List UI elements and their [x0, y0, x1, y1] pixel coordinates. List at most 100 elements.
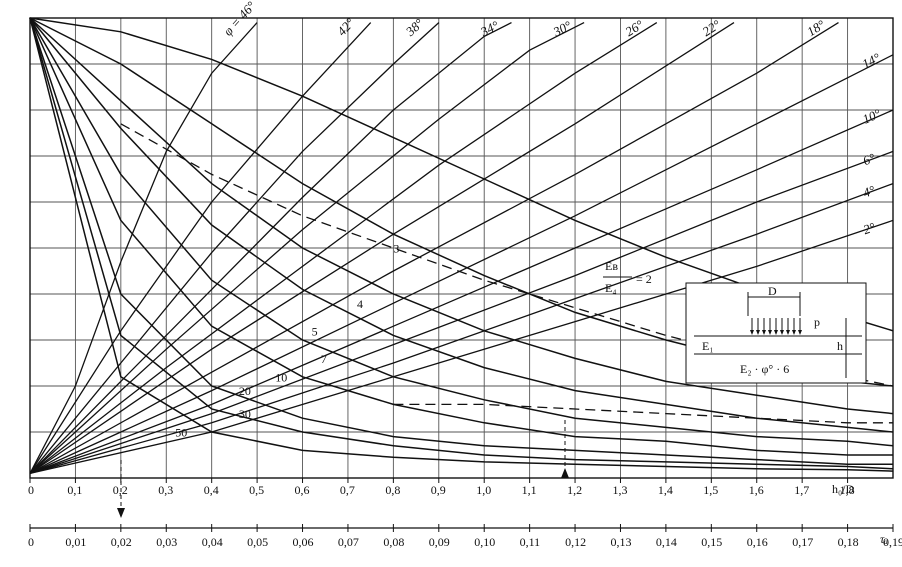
x2-tick-label: 0,15	[701, 535, 722, 549]
x-tick-label: 1,0	[476, 483, 491, 497]
x2-tick-label: 0,14	[656, 535, 677, 549]
ratio-label-1: 3	[393, 242, 399, 256]
phi-label-12: 2°	[861, 219, 877, 237]
load-arrow-head	[780, 330, 784, 335]
phi-label-8: 14°	[860, 50, 883, 72]
phi-label-3: 34°	[477, 18, 501, 40]
phi-label-6: 22°	[700, 17, 723, 39]
phi-label-0: φ = 46°	[220, 0, 258, 39]
x-axis-label: h₀/D	[832, 482, 855, 496]
phi-label-11: 4°	[861, 182, 877, 200]
phi-curve-2	[29, 22, 440, 474]
reading-arrow-right	[561, 468, 569, 478]
inset-e1-label: E₁	[702, 339, 714, 353]
frame-rect	[29, 17, 894, 479]
phi-label-4: 30°	[550, 18, 574, 40]
x2-tick-label: 0	[28, 535, 34, 549]
inset-h-label: h	[837, 339, 843, 353]
x-tick-label: 1,7	[794, 483, 809, 497]
inset-p-label: p	[814, 315, 820, 329]
x-tick-label: 0,6	[295, 483, 310, 497]
phi-curve-0	[29, 22, 258, 474]
reading-arrow-left	[117, 508, 125, 518]
x2-tick-label: 0,04	[202, 535, 223, 549]
x2-tick-label: 0,09	[429, 535, 450, 549]
x-axis: 0 0,1 0,2 0,3 0,4 0,5 0,6 0,7 0,8 0,9 1,0 1,1 1,2 1,3…	[28, 478, 855, 497]
x2-tick-label: 0,07	[338, 535, 359, 549]
ratio-denominator: E₄	[605, 281, 617, 295]
load-arrow-head	[792, 330, 796, 335]
phi-curve-12	[29, 219, 894, 475]
phi-label-2: 38°	[402, 15, 426, 39]
inset-diagram: D p E₁ E₂ · φ° · 6 h	[685, 282, 867, 384]
x-tick-label: 0,4	[204, 483, 219, 497]
x-tick-label: 1,6	[749, 483, 764, 497]
ratio-curve-2	[29, 17, 894, 415]
x2-tick-label: 0,18	[838, 535, 859, 549]
x2-tick-label: 0,13	[611, 535, 632, 549]
phi-label-5: 26°	[622, 17, 645, 39]
ratio-label-2: 4	[357, 297, 363, 311]
phi-curve-9	[29, 109, 894, 475]
dashed-curve-1	[393, 403, 893, 424]
x-tick-label: 0,5	[249, 483, 264, 497]
ratio-label-6: 20	[239, 384, 251, 398]
x-tick-label: 0,8	[385, 483, 400, 497]
ratio-curves	[29, 17, 894, 472]
phi-curve-8	[29, 54, 894, 474]
x-tick-label: 1,2	[567, 483, 582, 497]
load-arrow-head	[774, 330, 778, 335]
phi-curve-10	[29, 150, 894, 475]
plot-frame	[29, 17, 894, 479]
x2-tick-label: 0,11	[520, 535, 541, 549]
ratio-curve-8	[29, 17, 894, 472]
ratio-curve-7	[29, 17, 894, 470]
x2-tick-label: 0,16	[747, 535, 768, 549]
x2-tick-label: 0,02	[111, 535, 132, 549]
x-tick-label: 0,3	[158, 483, 173, 497]
reading-arrows	[117, 420, 569, 518]
ratio-label-8: 50	[175, 426, 187, 440]
phi-label-7: 18°	[804, 17, 827, 39]
phi-curve-7	[29, 22, 839, 474]
ratio-curve-4	[29, 17, 894, 447]
x-tick-label: 1,8	[840, 483, 855, 497]
ratio-label-7: 30	[239, 407, 251, 421]
ratio-label-5: 10	[275, 370, 287, 384]
x-tick-label: 0,2	[113, 483, 128, 497]
x2-tick-label: 0,03	[156, 535, 177, 549]
load-arrows	[750, 318, 802, 335]
load-arrow-head	[756, 330, 760, 335]
ratio-labels: 3 4 57 10 20 30 50	[175, 242, 399, 440]
x2-tick-label: 0,17	[792, 535, 813, 549]
x-tick-label: 1,5	[703, 483, 718, 497]
x2-tick-label: 0,01	[65, 535, 86, 549]
x2-tick-label: 0,06	[293, 535, 314, 549]
load-arrow-head	[750, 330, 754, 335]
ratio-curve-5	[29, 17, 893, 456]
load-arrow-head	[786, 330, 790, 335]
x-tick-label: 1,3	[613, 483, 628, 497]
grid	[29, 17, 894, 479]
x2-tick-label: 0,05	[247, 535, 268, 549]
load-arrow-head	[768, 330, 772, 335]
x2-axis-label: τₐ	[880, 532, 888, 546]
phi-curve-1	[29, 22, 372, 474]
ratio-curve-3	[29, 17, 894, 433]
x-tick-label: 1,1	[522, 483, 537, 497]
ratio-numerator: Eв	[605, 259, 618, 273]
x2-tick-label: 0,19	[883, 535, 902, 549]
phi-curve-5	[29, 22, 658, 474]
phi-label-9: 10°	[860, 106, 883, 127]
ratio-fraction-label: Eв E₄ = 2	[603, 259, 652, 295]
inset-e2-label: E₂ · φ° · 6	[740, 362, 789, 376]
inset-d-label: D	[768, 284, 777, 298]
x2-tick-label: 0,10	[474, 535, 495, 549]
phi-curve-3	[29, 22, 512, 474]
ratio-label-3: 5	[312, 324, 318, 338]
x-tick-label: 1,4	[658, 483, 673, 497]
ratio-suffix: = 2	[636, 272, 652, 286]
phi-label-10: 6°	[861, 150, 877, 168]
x2-tick-label: 0,08	[383, 535, 404, 549]
